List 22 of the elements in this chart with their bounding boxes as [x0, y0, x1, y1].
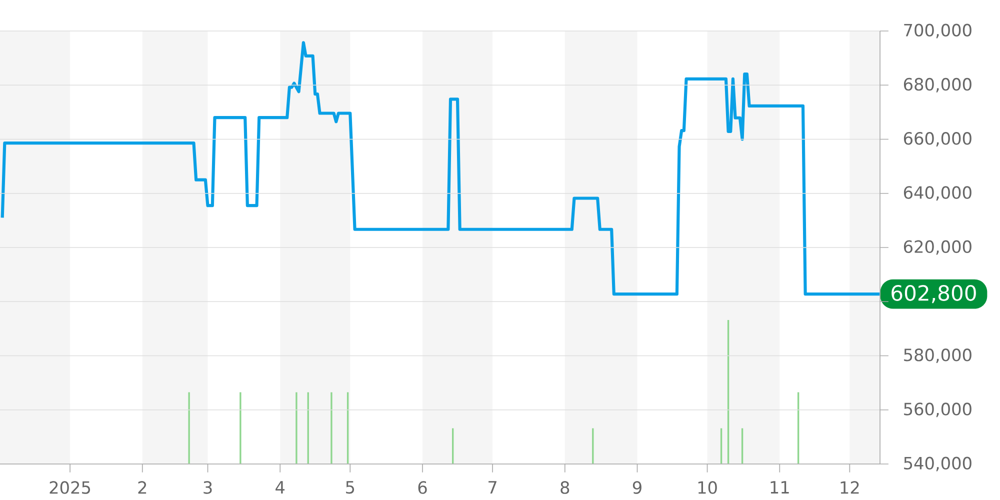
y-tick-label: 640,000 — [904, 186, 972, 201]
x-tick-label: 6 — [418, 481, 427, 494]
line-series — [0, 41, 880, 296]
x-tick-label: 8 — [560, 481, 570, 494]
x-tick-label: 7 — [488, 481, 496, 494]
x-tick-label: 11 — [770, 481, 789, 494]
x-tick-label: 9 — [632, 481, 642, 494]
y-tick-label: 620,000 — [904, 240, 972, 255]
y-tick-label: 700,000 — [904, 24, 972, 38]
annotation: 602,800 — [892, 284, 976, 304]
x-tick-label: 2025 — [50, 481, 90, 494]
x-tick-label: 4 — [276, 481, 285, 494]
y-tick-label: 660,000 — [904, 132, 972, 146]
y-tick-label: 540,000 — [904, 456, 972, 472]
y-tick-label: 560,000 — [904, 402, 972, 418]
x-tick-label: 5 — [346, 481, 354, 494]
x-tick-label: 2 — [138, 481, 146, 494]
x-tick-label: 12 — [840, 481, 859, 494]
y-tick-label: 680,000 — [904, 78, 972, 92]
y-tick-label: 580,000 — [904, 348, 972, 363]
x-tick-label: 10 — [698, 481, 717, 494]
x-tick-label: 3 — [204, 481, 212, 494]
